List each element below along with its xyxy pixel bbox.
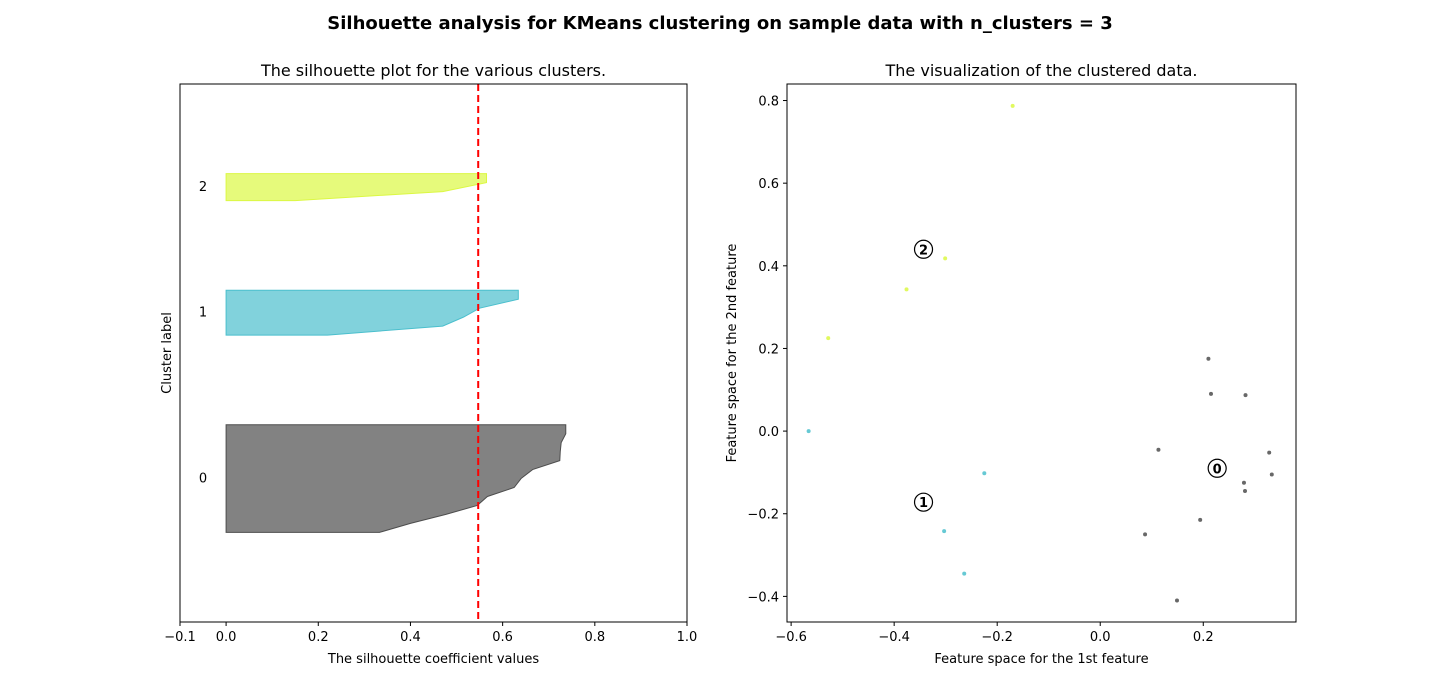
silhouette-y-axis-label: Cluster label <box>160 312 175 394</box>
cluster-center-label-1: 1 <box>919 496 928 511</box>
data-point-cluster-0 <box>1208 391 1213 396</box>
silhouette-plot-title: The silhouette plot for the various clus… <box>260 61 606 80</box>
y-tick-label: 0.0 <box>758 425 779 440</box>
silhouette-band-cluster-1 <box>225 289 519 336</box>
y-tick-label: −0.4 <box>747 590 779 605</box>
x-tick-label: 0.0 <box>1090 630 1111 645</box>
x-tick-label: 1.0 <box>677 630 698 645</box>
data-point-cluster-2 <box>1010 103 1015 108</box>
cluster-label-1: 1 <box>199 306 207 321</box>
data-point-cluster-1 <box>982 471 987 476</box>
silhouette-marks: 0 1 2 <box>199 84 567 622</box>
cluster-label-0: 0 <box>199 472 207 487</box>
data-point-cluster-1 <box>962 571 967 576</box>
data-point-cluster-0 <box>1267 450 1272 455</box>
scatter-marks: 0 1 2 <box>806 103 1274 603</box>
cluster-center-marker-2 <box>913 239 934 259</box>
silhouette-plot-frame <box>179 83 688 623</box>
scatter-plot-title: The visualization of the clustered data. <box>885 61 1198 80</box>
x-tick-label: 0.2 <box>1193 630 1214 645</box>
y-tick-label: 0.4 <box>758 260 779 275</box>
x-tick-label: 0.6 <box>492 630 513 645</box>
x-tick-label: 0.2 <box>308 630 329 645</box>
silhouette-band-cluster-0 <box>225 424 567 533</box>
silhouette-plot: The silhouette plot for the various clus… <box>160 61 697 667</box>
x-tick-label: 0.8 <box>584 630 605 645</box>
data-point-cluster-0 <box>1143 532 1148 537</box>
cluster-label-2: 2 <box>199 180 207 195</box>
silhouette-x-axis-label: The silhouette coefficient values <box>327 652 539 667</box>
cluster-center-marker-0 <box>1207 458 1227 478</box>
data-point-cluster-0 <box>1206 356 1211 361</box>
cluster-center-marker-1 <box>913 492 934 512</box>
scatter-y-axis-label: Feature space for the 2nd feature <box>725 244 740 463</box>
data-point-cluster-0 <box>1241 480 1246 485</box>
silhouette-band-cluster-2 <box>225 173 488 202</box>
data-point-cluster-0 <box>1242 489 1247 494</box>
data-point-cluster-0 <box>1156 447 1161 452</box>
data-point-cluster-1 <box>806 429 811 434</box>
scatter-x-axis-label: Feature space for the 1st feature <box>934 652 1148 667</box>
x-tick-label: 0.0 <box>216 630 237 645</box>
scatter-plot-frame <box>786 83 1297 623</box>
x-tick-label: −0.4 <box>878 630 910 645</box>
data-point-cluster-1 <box>942 529 947 534</box>
figure-suptitle: Silhouette analysis for KMeans clusterin… <box>327 13 1112 34</box>
y-tick-label: 0.2 <box>758 342 779 357</box>
data-point-cluster-0 <box>1269 472 1274 477</box>
x-tick-label: −0.2 <box>981 630 1013 645</box>
scatter-y-ticks: −0.4 −0.2 0.0 0.2 0.4 0.6 0.8 <box>747 95 787 605</box>
y-tick-label: −0.2 <box>747 508 779 523</box>
cluster-center-label-0: 0 <box>1213 462 1222 477</box>
x-tick-label: −0.1 <box>164 630 196 645</box>
data-point-cluster-2 <box>904 287 909 292</box>
y-tick-label: 0.6 <box>758 177 779 192</box>
x-tick-label: −0.6 <box>775 630 807 645</box>
data-point-cluster-2 <box>826 336 831 341</box>
data-point-cluster-0 <box>1198 517 1203 522</box>
data-point-cluster-0 <box>1243 393 1248 398</box>
data-point-cluster-0 <box>1174 598 1179 603</box>
cluster-center-label-2: 2 <box>919 243 928 258</box>
data-point-cluster-2 <box>943 256 948 261</box>
scatter-x-ticks: −0.6 −0.4 −0.2 0.0 0.2 <box>775 622 1214 645</box>
cluster-scatter-plot: The visualization of the clustered data.… <box>725 61 1297 667</box>
silhouette-x-ticks: −0.1 0.0 0.2 0.4 0.6 0.8 1.0 <box>164 622 697 645</box>
y-tick-label: 0.8 <box>758 95 779 110</box>
x-tick-label: 0.4 <box>400 630 421 645</box>
